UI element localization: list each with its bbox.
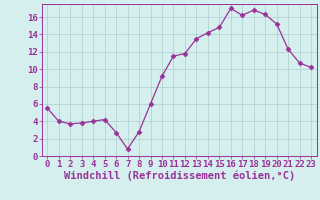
X-axis label: Windchill (Refroidissement éolien,°C): Windchill (Refroidissement éolien,°C) [64, 171, 295, 181]
